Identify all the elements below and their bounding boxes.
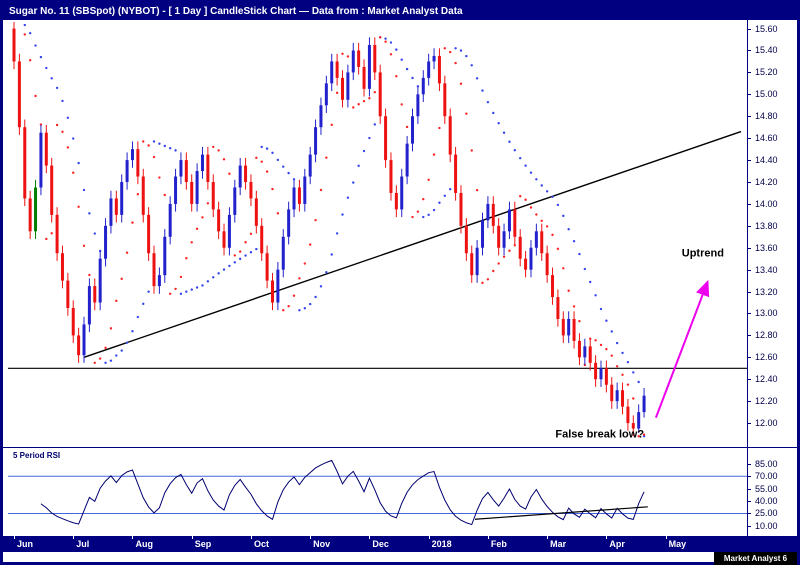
- time-axis-label: Jul: [76, 539, 90, 549]
- time-axis-label: Oct: [253, 539, 269, 549]
- time-axis-tick: [73, 536, 75, 539]
- axis-tick-label: 25.00: [755, 508, 778, 518]
- axis-tick-label: 70.00: [755, 471, 778, 481]
- axis-tick: [748, 94, 751, 95]
- axis-tick-label: 13.80: [755, 221, 778, 231]
- time-axis-label: Jun: [17, 539, 34, 549]
- axis-tick: [748, 476, 751, 477]
- axis-tick-label: 15.20: [755, 67, 778, 77]
- axis-tick-label: 12.00: [755, 418, 778, 428]
- time-axis-tick: [369, 536, 371, 539]
- time-axis-label: Mar: [550, 539, 567, 549]
- time-axis-tick: [310, 536, 312, 539]
- time-axis-tick: [132, 536, 134, 539]
- candlestick-series[interactable]: [12, 22, 646, 437]
- axis-tick-label: 55.00: [755, 484, 778, 494]
- time-axis-label: Nov: [313, 539, 331, 549]
- time-axis-label: Apr: [609, 539, 625, 549]
- time-axis-label: Sep: [194, 539, 212, 549]
- axis-tick: [748, 116, 751, 117]
- axis-tick: [748, 226, 751, 227]
- time-axis-tick: [606, 536, 608, 539]
- axis-tick: [748, 50, 751, 51]
- false-break-annotation[interactable]: False break low?: [555, 428, 644, 440]
- border-right: [797, 0, 800, 565]
- axis-tick: [748, 401, 751, 402]
- axis-tick-label: 14.60: [755, 133, 778, 143]
- axis-tick: [748, 464, 751, 465]
- time-axis-label: Feb: [490, 539, 507, 549]
- rsi-trendline[interactable]: [474, 506, 648, 520]
- axis-tick: [748, 72, 751, 73]
- axis-tick: [748, 292, 751, 293]
- time-axis-tick: [547, 536, 549, 539]
- sar-dots-slow: [23, 23, 646, 438]
- axis-tick: [748, 379, 751, 380]
- uptrend-arrow[interactable]: [654, 279, 710, 418]
- time-axis-tick: [665, 536, 667, 539]
- time-axis-tick: [487, 536, 489, 539]
- price-axis: 15.60 15.40 15.20 15.00 14.80 14.60 14.40 14.20…: [748, 0, 797, 565]
- uptrend-line[interactable]: [83, 130, 742, 358]
- rsi-chart[interactable]: [8, 450, 747, 532]
- axis-tick: [748, 182, 751, 183]
- time-axis-tick: [250, 536, 252, 539]
- rsi-panel-label: 5 Period RSI: [13, 451, 61, 460]
- axis-tick: [748, 335, 751, 336]
- sar-dots-fast: [23, 33, 646, 438]
- axis-tick-label: 85.00: [755, 459, 778, 469]
- axis-tick-label: 15.40: [755, 45, 778, 55]
- axis-tick-label: 40.00: [755, 496, 778, 506]
- axis-tick: [748, 357, 751, 358]
- time-axis-tick: [428, 536, 430, 539]
- axis-tick-label: 12.60: [755, 352, 778, 362]
- price-chart[interactable]: Uptrend False break low?: [8, 22, 747, 445]
- axis-tick-label: 12.40: [755, 374, 778, 384]
- axis-tick: [748, 489, 751, 490]
- rsi-line[interactable]: [40, 459, 645, 526]
- border-left: [0, 0, 3, 565]
- axis-tick-label: 13.40: [755, 265, 778, 275]
- border-bottom: [0, 562, 800, 565]
- axis-tick-label: 12.80: [755, 330, 778, 340]
- time-axis-label: Dec: [372, 539, 389, 549]
- axis-tick: [748, 270, 751, 271]
- time-axis-label: May: [668, 539, 687, 549]
- axis-tick: [748, 526, 751, 527]
- title-bar: Sugar No. 11 (SBSpot) (NYBOT) - [ 1 Day …: [3, 3, 797, 20]
- axis-tick-label: 13.20: [755, 287, 778, 297]
- time-axis-label: Aug: [135, 539, 153, 549]
- axis-tick: [748, 501, 751, 502]
- time-axis-tick: [191, 536, 193, 539]
- border-top: [0, 0, 800, 3]
- axis-tick-label: 14.40: [755, 155, 778, 165]
- time-axis-tick: [14, 536, 15, 539]
- time-axis-label: 2018: [431, 539, 452, 549]
- axis-tick: [748, 248, 751, 249]
- uptrend-label[interactable]: Uptrend: [682, 248, 724, 260]
- axis-tick-label: 13.00: [755, 308, 778, 318]
- axis-tick: [748, 138, 751, 139]
- axis-tick: [748, 513, 751, 514]
- axis-tick: [748, 160, 751, 161]
- time-axis: Jun Jul Aug Sep Oct Nov Dec 2018 Feb Mar Apr May: [3, 536, 797, 552]
- axis-tick-label: 14.80: [755, 111, 778, 121]
- axis-tick-label: 15.60: [755, 24, 778, 34]
- axis-tick-label: 14.00: [755, 199, 778, 209]
- axis-tick-label: 12.20: [755, 396, 778, 406]
- axis-tick-label: 15.00: [755, 89, 778, 99]
- axis-tick-label: 13.60: [755, 243, 778, 253]
- panel-divider: [3, 447, 797, 448]
- axis-tick: [748, 423, 751, 424]
- axis-divider: [747, 20, 748, 536]
- axis-tick: [748, 204, 751, 205]
- axis-tick-label: 10.00: [755, 521, 778, 531]
- app-watermark: Market Analyst 6: [714, 552, 797, 565]
- axis-tick-label: 14.20: [755, 177, 778, 187]
- axis-tick: [748, 313, 751, 314]
- axis-tick: [748, 29, 751, 30]
